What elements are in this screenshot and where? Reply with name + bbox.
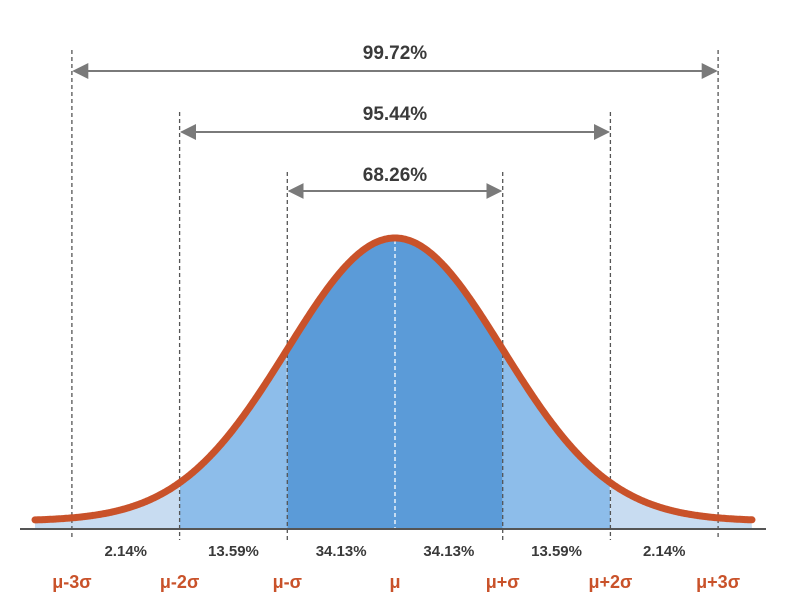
area-band [610, 482, 752, 528]
band-label: 13.59% [531, 543, 582, 560]
band-label: 34.13% [316, 543, 367, 560]
sigma-label: μ-3σ [52, 572, 91, 592]
sigma-label: μ+3σ [696, 572, 740, 592]
band-label: 34.13% [423, 543, 474, 560]
sigma-label: μ-2σ [160, 572, 199, 592]
bell-curve [31, 234, 756, 524]
sigma-label: μ+2σ [588, 572, 632, 592]
band-label: 2.14% [104, 543, 147, 560]
band-label: 13.59% [208, 543, 259, 560]
area-band [35, 483, 180, 528]
sigma-label: μ-σ [273, 572, 302, 592]
span-label: 68.26% [363, 165, 428, 186]
sigma-label: μ+σ [486, 572, 520, 592]
span-label: 99.72% [363, 43, 428, 64]
span-label: 95.44% [363, 104, 428, 125]
band-label: 2.14% [643, 543, 686, 560]
sigma-label: μ [389, 572, 400, 592]
